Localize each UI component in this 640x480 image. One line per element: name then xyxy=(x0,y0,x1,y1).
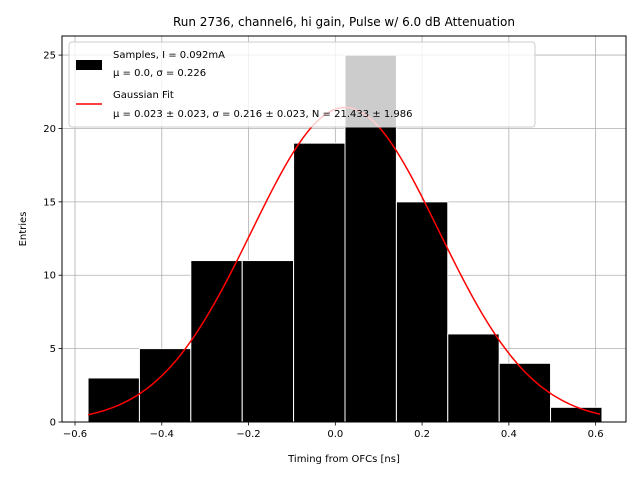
x-tick-label: −0.2 xyxy=(236,429,260,440)
chart-title: Run 2736, channel6, hi gain, Pulse w/ 6.… xyxy=(173,15,515,29)
histogram-bar xyxy=(138,348,192,423)
histogram-bar xyxy=(293,142,346,423)
y-tick-label: 0 xyxy=(50,418,56,429)
legend-fit-label: Gaussian Fit xyxy=(113,90,174,101)
y-tick-label: 5 xyxy=(50,344,56,355)
y-tick-label: 15 xyxy=(43,197,56,208)
legend-frame xyxy=(68,41,536,128)
histogram-bar xyxy=(190,260,243,423)
x-tick-label: 0.4 xyxy=(501,429,517,440)
legend-samples-label: Samples, I = 0.092mA xyxy=(113,50,225,61)
x-axis-label: Timing from OFCs [ns] xyxy=(287,454,400,465)
y-axis-label: Entries xyxy=(18,212,29,247)
x-tick-label: 0.6 xyxy=(588,429,604,440)
histogram-bar xyxy=(550,406,603,423)
x-tick-label: 0.2 xyxy=(414,429,430,440)
histogram-bar xyxy=(87,377,140,423)
legend-samples-swatch xyxy=(76,60,102,70)
y-tick-label: 20 xyxy=(43,124,56,135)
plot-frame xyxy=(61,35,627,423)
histogram-bar xyxy=(241,260,295,423)
legend-fit-params: μ = 0.023 ± 0.023, σ = 0.216 ± 0.023, N … xyxy=(113,109,412,120)
x-tick-label: −0.6 xyxy=(63,429,87,440)
y-tick-label: 10 xyxy=(43,271,56,282)
legend-samples-stats: μ = 0.0, σ = 0.226 xyxy=(113,68,206,79)
y-tick-label: 25 xyxy=(43,51,56,62)
y-axis-ticks: 0 5 10 15 20 25 xyxy=(43,51,62,429)
histogram-bar xyxy=(395,201,449,423)
legend: Samples, I = 0.092mA μ = 0.0, σ = 0.226 … xyxy=(68,41,536,128)
histogram-bar xyxy=(447,333,500,423)
x-axis-ticks: −0.6 −0.4 −0.2 0.0 0.2 0.4 0.6 xyxy=(63,422,604,440)
x-tick-label: −0.4 xyxy=(150,429,174,440)
histogram-bar xyxy=(498,362,552,423)
x-tick-label: 0.0 xyxy=(327,429,343,440)
